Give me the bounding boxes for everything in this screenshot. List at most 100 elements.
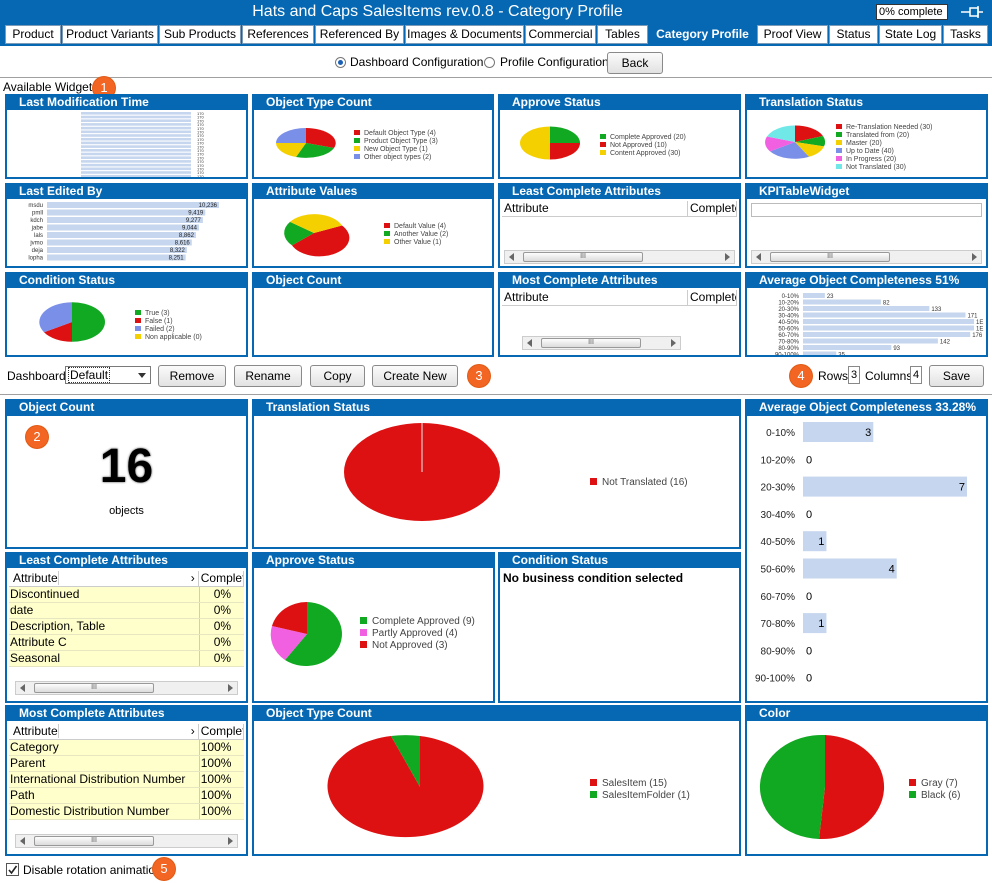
table-row[interactable]: International Distribution Number 100%	[9, 772, 244, 788]
pie-slice	[795, 135, 826, 147]
thumb-object-count[interactable]: Object Count	[252, 272, 494, 357]
table-row[interactable]: date 0%	[9, 603, 244, 619]
scroll-left-icon[interactable]	[527, 339, 532, 347]
bar-category-label: 70-80%	[778, 340, 799, 346]
table-row[interactable]: Attribute C 0%	[9, 635, 244, 651]
save-button[interactable]: Save	[929, 365, 984, 387]
tab-references[interactable]: References	[242, 25, 314, 44]
table-row[interactable]: Description, Table 0%	[9, 619, 244, 635]
tab-tables[interactable]: Tables	[597, 25, 648, 44]
scroll-thumb[interactable]: III	[34, 836, 154, 846]
tab-product[interactable]: Product	[5, 25, 61, 44]
scroll-right-icon[interactable]	[725, 253, 730, 261]
horizontal-scrollbar[interactable]: III	[15, 834, 238, 848]
remove-button[interactable]: Remove	[158, 365, 226, 387]
thumb-approve-status[interactable]: Approve Status Complete Approved (20) No…	[498, 94, 741, 179]
condition-status-widget[interactable]: Condition Status No business condition s…	[498, 552, 741, 703]
tab-category-profile[interactable]: Category Profile	[649, 25, 756, 44]
thumb-last-edited-by[interactable]: Last Edited By msdu 10,236 pmll 9,419 kdch 9,…	[5, 183, 248, 268]
column-header-attribute[interactable]: Attribute ›	[9, 571, 199, 586]
tab-proof-view[interactable]: Proof View	[757, 25, 828, 44]
translation-status-widget[interactable]: Translation Status Not Translated (16)	[252, 399, 741, 549]
profile-config-radio[interactable]	[484, 57, 495, 68]
bar-value-label: 170	[197, 148, 204, 153]
thumb-least-complete-attributes[interactable]: Least Complete Attributes Attribute Compl…	[498, 183, 741, 268]
column-header-attribute[interactable]: Attribute	[502, 201, 688, 216]
create-new-button[interactable]: Create New	[372, 365, 458, 387]
thumb-last-modification-time[interactable]: Last Modification Time 170 170 170 170 170 17…	[5, 94, 248, 179]
columns-input[interactable]: 4	[910, 366, 922, 384]
thumb-most-complete-attributes[interactable]: Most Complete Attributes Attribute Comple…	[498, 272, 741, 357]
thumb-translation-status[interactable]: Translation Status Re-Translation Needed…	[745, 94, 988, 179]
bar-value-label: 170	[197, 163, 204, 168]
column-header-attribute[interactable]: Attribute	[502, 290, 688, 305]
table-row[interactable]: Parent 100%	[9, 756, 244, 772]
tab-tasks[interactable]: Tasks	[943, 25, 988, 44]
rows-input[interactable]: 3	[848, 366, 860, 384]
tab-status[interactable]: Status	[829, 25, 878, 44]
pin-icon[interactable]	[960, 5, 984, 19]
thumb-kpi-table-widget[interactable]: KPITableWidget III	[745, 183, 988, 268]
table-row[interactable]: Seasonal 0%	[9, 651, 244, 667]
dashboard-config-radio[interactable]	[335, 57, 346, 68]
scroll-left-icon[interactable]	[20, 837, 25, 845]
tab-referenced-by[interactable]: Referenced By	[315, 25, 404, 44]
scroll-thumb[interactable]: III	[34, 683, 154, 693]
column-header-attribute[interactable]: Attribute ›	[9, 724, 199, 739]
tab-sub-products[interactable]: Sub Products	[159, 25, 241, 44]
tab-commercial[interactable]: Commercial	[525, 25, 596, 44]
column-header-complete[interactable]: Complete	[690, 201, 737, 216]
approve-status-widget[interactable]: Approve Status Complete Approved (9) Par…	[252, 552, 495, 703]
average-object-completeness-widget[interactable]: Average Object Completeness 33.28% 0-10%…	[745, 399, 988, 703]
object-type-count-widget[interactable]: Object Type Count SalesItem (15) SalesIt…	[252, 705, 741, 856]
attribute-cell: Parent	[10, 756, 46, 770]
column-header-complete[interactable]: Complete	[690, 290, 737, 305]
attribute-table: Attribute Complete	[502, 290, 737, 306]
rename-button[interactable]: Rename	[234, 365, 302, 387]
thumb-average-object-completeness[interactable]: Average Object Completeness 51% 0-10% 23 1…	[745, 272, 988, 357]
table-row[interactable]: Domestic Distribution Number 100%	[9, 804, 244, 820]
table-row[interactable]: Category 100%	[9, 740, 244, 756]
scroll-right-icon[interactable]	[671, 339, 676, 347]
scroll-thumb[interactable]: III	[770, 252, 890, 262]
object-type-pie	[276, 128, 336, 158]
scroll-thumb[interactable]: III	[523, 252, 643, 262]
scroll-right-icon[interactable]	[228, 684, 233, 692]
bar-category-label: 40-50%	[778, 320, 799, 326]
object-count-widget[interactable]: Object Count 16 objects	[5, 399, 248, 549]
copy-button[interactable]: Copy	[310, 365, 365, 387]
horizontal-scrollbar[interactable]: III	[751, 250, 982, 264]
scroll-left-icon[interactable]	[509, 253, 514, 261]
bar-value-label: 170	[197, 118, 204, 123]
color-widget[interactable]: Color Gray (7) Black (6)	[745, 705, 988, 856]
tab-product-variants[interactable]: Product Variants	[62, 25, 158, 44]
legend-item: True (3)	[135, 310, 202, 318]
thumb-condition-status[interactable]: Condition Status True (3) False (1) Fail…	[5, 272, 248, 357]
horizontal-scrollbar[interactable]: III	[504, 250, 735, 264]
bar-category-label: lals	[34, 233, 43, 239]
least-complete-attributes-widget[interactable]: Least Complete Attributes Attribute › Comp…	[5, 552, 248, 703]
horizontal-scrollbar[interactable]: III	[15, 681, 238, 695]
scroll-left-icon[interactable]	[756, 253, 761, 261]
column-header-complete[interactable]: Complete	[200, 571, 244, 586]
dashboard-select[interactable]: Default	[65, 366, 151, 384]
scroll-right-icon[interactable]	[972, 253, 977, 261]
column-header-complete[interactable]: Complete	[200, 724, 244, 739]
tab-images-documents[interactable]: Images & Documents	[405, 25, 524, 44]
complete-cell: 0%	[198, 619, 244, 634]
tab-state-log[interactable]: State Log	[879, 25, 942, 44]
table-row[interactable]: Path 100%	[9, 788, 244, 804]
horizontal-scrollbar[interactable]: III	[522, 336, 681, 350]
most-complete-attributes-widget[interactable]: Most Complete Attributes Attribute › Compl…	[5, 705, 248, 856]
scroll-left-icon[interactable]	[20, 684, 25, 692]
table-row[interactable]: Discontinued 0%	[9, 587, 244, 603]
scroll-right-icon[interactable]	[228, 837, 233, 845]
scroll-thumb[interactable]: III	[541, 338, 641, 348]
disable-rotation-checkbox[interactable]	[6, 863, 19, 876]
thumb-attribute-values[interactable]: Attribute Values Default Value (4) Anoth…	[252, 183, 494, 268]
bar	[803, 351, 837, 355]
back-button[interactable]: Back	[607, 52, 663, 74]
bar-value-label: 8,322	[170, 248, 186, 254]
complete-cell: 100%	[198, 788, 244, 803]
thumb-object-type-count[interactable]: Object Type Count Default Object Type (4…	[252, 94, 494, 179]
